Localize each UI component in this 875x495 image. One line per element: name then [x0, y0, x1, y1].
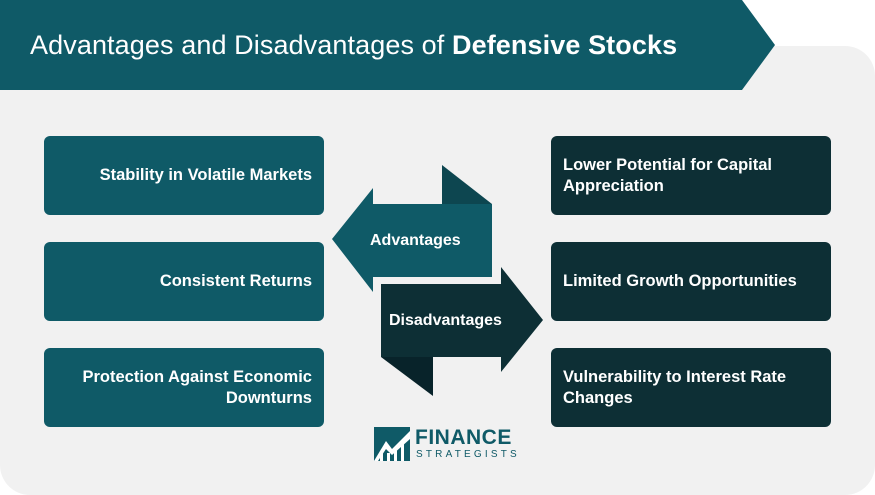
finance-strategists-logo: FINANCE STRATEGISTS — [372, 425, 517, 465]
disadvantage-box-3: Vulnerability to Interest Rate Changes — [551, 348, 831, 427]
logo-mark-icon — [374, 427, 410, 461]
advantage-text-3: Protection Against Economic Downturns — [82, 367, 312, 407]
advantage-text-1: Stability in Volatile Markets — [99, 166, 312, 184]
title-regular: Advantages and Disadvantages of — [30, 30, 452, 60]
advantage-text-2: Consistent Returns — [159, 272, 312, 290]
disadvantages-arrow-fold — [381, 357, 433, 396]
advantage-box-3: Protection Against Economic Downturns — [44, 348, 324, 427]
disadvantage-text-3: Vulnerability to Interest Rate Changes — [563, 367, 787, 407]
title-bold: Defensive Stocks — [452, 30, 678, 60]
advantages-arrow-fold — [442, 165, 492, 204]
advantages-arrow-label: Advantages — [370, 232, 461, 249]
disadvantages-arrow — [381, 267, 543, 372]
advantage-box-1: Stability in Volatile Markets — [44, 136, 324, 215]
exchange-arrows: Advantages Disadvantages — [325, 160, 550, 405]
page-title: Advantages and Disadvantages of Defensiv… — [30, 0, 677, 90]
logo-word-strategists: STRATEGISTS — [416, 449, 520, 460]
advantage-box-2: Consistent Returns — [44, 242, 324, 321]
disadvantage-text-1: Lower Potential for Capital Appreciation — [563, 155, 773, 195]
arrows-graphic — [332, 165, 543, 396]
disadvantage-box-1: Lower Potential for Capital Appreciation — [551, 136, 831, 215]
disadvantage-box-2: Limited Growth Opportunities — [551, 242, 831, 321]
disadvantages-arrow-label: Disadvantages — [389, 312, 502, 329]
advantages-arrow — [332, 188, 492, 292]
logo-word-finance: FINANCE — [415, 426, 512, 449]
banner-shape — [0, 0, 775, 90]
title-banner: Advantages and Disadvantages of Defensiv… — [0, 0, 775, 90]
disadvantage-text-2: Limited Growth Opportunities — [563, 272, 797, 290]
